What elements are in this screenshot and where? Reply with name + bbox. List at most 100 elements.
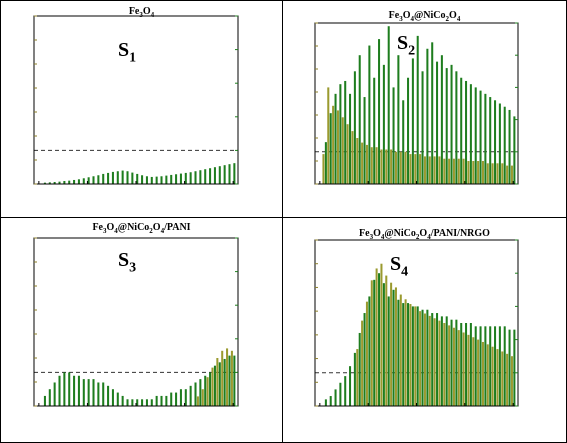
eab-bar — [428, 315, 431, 406]
rl-bar — [150, 399, 153, 406]
eab-bar — [399, 151, 402, 184]
eab-bar — [196, 396, 199, 406]
eab-bar — [428, 156, 431, 184]
eab-bar — [385, 149, 388, 184]
rl-bar — [411, 306, 414, 406]
rl-bar — [513, 116, 516, 184]
eab-bar — [501, 351, 504, 406]
rl-bar — [431, 42, 434, 184]
eab-bar — [211, 367, 214, 406]
rl-bar — [407, 303, 410, 406]
eab-bar — [423, 156, 426, 184]
rl-bar — [324, 142, 327, 184]
panel-title-part: 3 — [370, 233, 374, 241]
rl-bar — [53, 382, 56, 406]
panel-title-part: /PANI — [163, 222, 191, 233]
panel-c: Fe3O4@NiCo2O4/PANI S3 — [33, 222, 239, 407]
sample-label-part: 3 — [129, 261, 136, 276]
rl-bar — [170, 392, 173, 406]
rl-bar — [455, 71, 458, 184]
rl-bar — [77, 375, 80, 406]
eab-bar — [448, 325, 451, 406]
rl-bar — [363, 97, 366, 184]
sample-label: S1 — [118, 39, 136, 66]
rl-bar — [426, 48, 429, 185]
rl-bar — [382, 64, 385, 184]
eab-bar — [462, 158, 465, 184]
eab-bar — [365, 301, 368, 406]
rl-bar — [489, 326, 492, 406]
eab-bar — [510, 165, 513, 184]
sample-label: S3 — [118, 249, 136, 276]
eab-bar — [356, 138, 359, 184]
rl-bar — [213, 167, 216, 184]
eab-bar — [423, 313, 426, 406]
eab-bar — [201, 389, 204, 406]
rl-bar — [407, 77, 410, 184]
eab-bar — [510, 356, 513, 406]
rl-bar — [189, 172, 192, 184]
eab-bar — [346, 124, 349, 184]
rl-bar — [329, 396, 332, 406]
eab-bar — [438, 156, 441, 184]
panel-title-part: 2 — [149, 227, 153, 235]
panel-title-part: O — [143, 6, 151, 17]
rl-bar — [474, 326, 477, 406]
rl-bar — [204, 375, 207, 406]
rl-bar — [165, 175, 168, 184]
rl-bar — [179, 389, 182, 406]
rl-bar — [102, 173, 105, 184]
rl-bar — [194, 382, 197, 406]
panel-title-part: O — [373, 228, 381, 239]
rl-bar — [484, 326, 487, 406]
rl-bar — [469, 323, 472, 406]
rl-bar — [402, 100, 405, 184]
rl-bar — [204, 169, 207, 184]
rl-bar — [382, 283, 385, 406]
rl-bar — [136, 399, 139, 406]
eab-bar — [506, 353, 509, 406]
rl-bar — [73, 179, 76, 184]
panel-title-part: Fe — [389, 10, 400, 21]
eab-bar — [380, 149, 383, 184]
panel-title-part: 4 — [114, 227, 118, 235]
panel-title-part: 4 — [151, 11, 155, 19]
eab-bar — [443, 158, 446, 184]
rl-bar — [189, 385, 192, 406]
rl-bar — [87, 177, 90, 184]
rl-bar — [373, 77, 376, 184]
panel-title-part: 4 — [381, 233, 385, 241]
eab-bar — [390, 149, 393, 184]
rl-bar — [416, 35, 419, 184]
eab-bar — [216, 358, 219, 406]
rl-bar — [416, 306, 419, 406]
rl-bar — [440, 316, 443, 406]
panel-title: Fe3O4@NiCo2O4/PANI — [92, 222, 190, 235]
eab-bar — [433, 318, 436, 406]
rl-bar — [460, 77, 463, 184]
eab-bar — [467, 334, 470, 406]
eab-bar — [506, 165, 509, 184]
rl-bar — [431, 313, 434, 406]
eab-bar — [419, 154, 422, 184]
sample-label: S2 — [397, 32, 415, 59]
rl-bar — [363, 313, 366, 406]
rl-bar — [397, 55, 400, 185]
eab-bar — [356, 349, 359, 406]
rl-bar — [440, 55, 443, 185]
plot-frame — [33, 15, 239, 185]
rl-bar — [503, 106, 506, 184]
rl-bar — [160, 395, 163, 406]
eab-bar — [477, 161, 480, 184]
sample-label: S4 — [390, 253, 408, 280]
panel-title-part: 2 — [416, 233, 420, 241]
rl-bar — [378, 39, 381, 184]
eab-bar — [370, 147, 373, 184]
eab-bar — [409, 154, 412, 184]
rl-bar — [43, 395, 46, 406]
sample-label-part: 4 — [401, 265, 408, 280]
eab-bar — [414, 306, 417, 406]
rl-bar — [421, 309, 424, 406]
